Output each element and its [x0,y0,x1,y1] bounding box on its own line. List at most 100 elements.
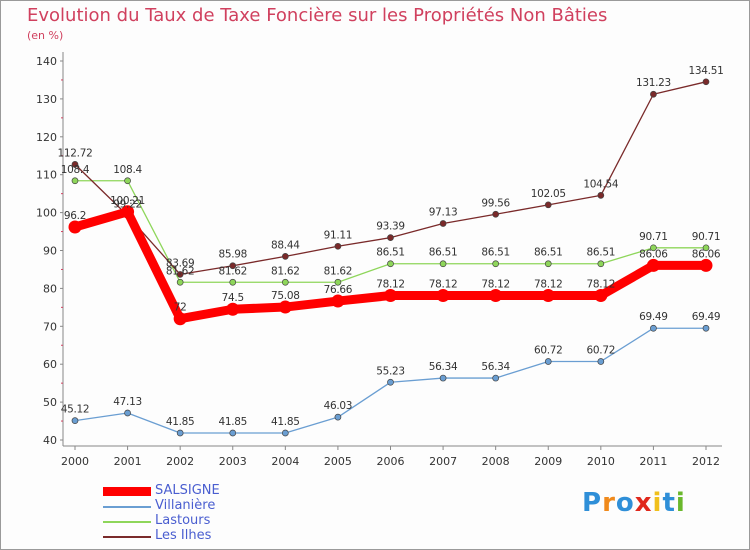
x-tick-label: 2012 [692,455,720,468]
point-villaniere [71,417,79,424]
point-villaniere [544,358,552,365]
data-label-les-ilhes: 134.51 [689,65,724,77]
point-villaniere [597,358,605,365]
x-tick-label: 2000 [61,455,89,468]
point-les-ilhes [229,262,237,270]
point-lastours [702,244,710,252]
data-label-lastours: 81.62 [271,265,300,277]
point-salsigne [541,289,555,303]
data-label-salsigne: 78.12 [429,279,458,291]
point-villaniere [702,324,710,332]
point-les-ilhes [492,210,500,218]
x-tick-label: 2010 [587,455,615,468]
data-label-salsigne: 75.08 [271,290,300,302]
logo-letter: i [652,488,663,518]
legend-label-lastours: Lastours [155,513,211,528]
x-tick-label: 2008 [482,455,510,468]
data-label-lastours: 90.71 [639,231,668,243]
y-tick-label: 40 [43,434,57,447]
data-label-lastours: 90.71 [692,231,721,243]
point-villaniere [176,429,184,437]
point-lastours [597,260,605,268]
point-salsigne [594,289,608,303]
x-tick-label: 2002 [166,455,194,468]
data-label-salsigne: 78.12 [587,279,616,291]
data-label-salsigne: 86.06 [692,248,721,260]
data-label-salsigne: 78.12 [534,279,563,291]
point-salsigne [331,294,345,308]
point-salsigne [699,258,713,272]
y-tick-label: 100 [36,207,57,220]
logo-letter: P [582,488,603,518]
logo-letter: t [662,488,676,518]
data-label-villaniere: 46.03 [324,400,353,412]
data-label-lastours: 108.4 [113,164,142,176]
x-tick-label: 2005 [324,455,352,468]
data-label-salsigne: 74.5 [222,292,244,304]
y-tick-label: 80 [43,282,57,295]
data-label-salsigne: 78.12 [481,279,510,291]
proxiti-logo: Proxiti [582,488,686,518]
point-les-ilhes [439,220,447,227]
point-lastours [492,260,500,268]
x-tick-label: 2006 [377,455,405,468]
legend-swatch-les-ilhes [103,536,151,538]
y-tick-label: 90 [43,245,57,258]
data-label-salsigne: 96.2 [64,210,86,222]
point-les-ilhes [281,253,289,260]
x-tick-label: 2001 [114,455,142,468]
point-villaniere [492,374,500,382]
point-lastours [439,260,447,268]
data-label-les-ilhes: 85.98 [218,249,247,261]
data-label-les-ilhes: 102.05 [531,188,566,200]
data-label-villaniere: 56.34 [481,361,510,373]
data-label-villaniere: 60.72 [587,344,616,356]
x-tick-label: 2003 [219,455,247,468]
point-villaniere [650,324,657,332]
data-label-villaniere: 41.85 [166,416,195,428]
point-villaniere [124,409,131,417]
point-les-ilhes [544,201,552,209]
point-salsigne [384,289,397,303]
data-labels: 45.12 47.13 41.85 41.85 41.85 46.03 55.23 56.34… [58,65,724,428]
data-label-lastours: 86.51 [481,247,510,259]
x-tick-label: 2004 [271,455,299,468]
data-label-villaniere: 41.85 [271,416,300,428]
point-salsigne [489,289,503,303]
data-label-salsigne: 72 [174,302,187,314]
point-salsigne [646,258,660,272]
legend-swatch-salsigne [103,487,151,496]
data-label-salsigne: 86.06 [639,248,668,260]
point-salsigne [278,300,292,314]
chart-title: Evolution du Taux de Taxe Foncière sur l… [27,5,608,26]
data-label-salsigne: 100.21 [110,195,145,207]
data-label-lastours: 86.51 [587,247,616,259]
data-label-lastours: 81.62 [324,265,353,277]
legend-label-villaniere: Villanière [155,498,216,513]
y-tick-label: 70 [43,320,57,333]
y-tick-label: 60 [43,358,57,371]
data-label-salsigne: 78.12 [376,279,405,291]
point-villaniere [387,378,394,386]
x-tick-label: 2007 [429,455,457,468]
point-lastours [229,278,237,286]
legend-label-les-ilhes: Les Ilhes [155,528,212,543]
point-salsigne [121,205,135,219]
point-villaniere [281,429,289,437]
data-label-villaniere: 47.13 [113,396,142,408]
legend-label-salsigne: SALSIGNE [155,483,220,498]
data-label-lastours: 86.51 [429,247,458,259]
point-lastours [334,278,342,286]
point-lastours [71,177,79,185]
data-label-les-ilhes: 131.23 [636,77,671,89]
data-label-villaniere: 69.49 [639,311,668,323]
data-label-villaniere: 45.12 [61,404,90,416]
point-les-ilhes [71,161,79,168]
logo-letter: o [615,488,635,518]
y-tick-label: 50 [43,396,57,409]
point-salsigne [173,312,187,326]
data-label-lastours: 81.62 [218,265,247,277]
data-label-villaniere: 69.49 [692,311,721,323]
point-villaniere [439,374,447,382]
